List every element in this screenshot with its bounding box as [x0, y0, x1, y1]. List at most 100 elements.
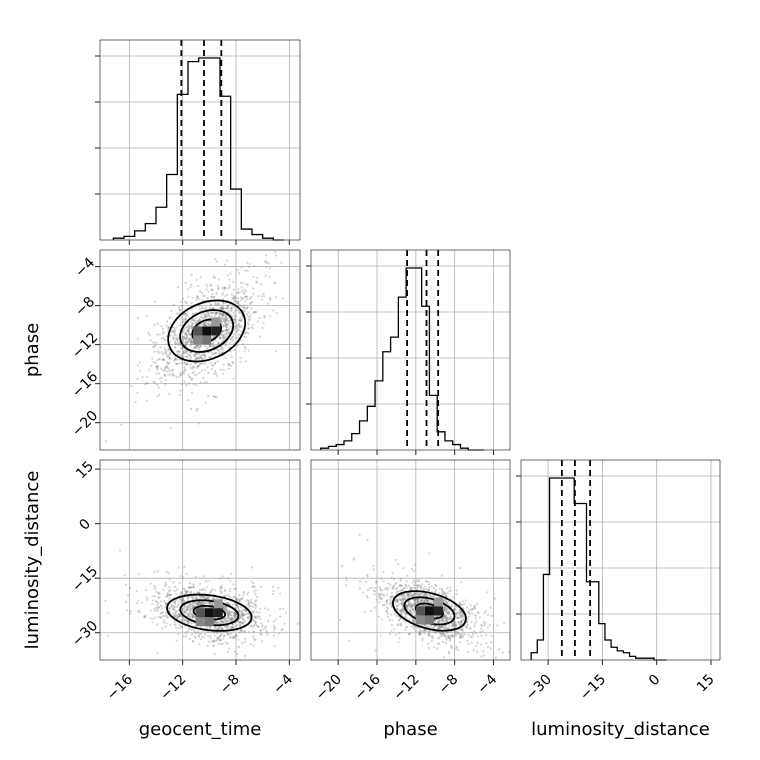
scatter-point — [225, 324, 228, 327]
scatter-point — [403, 597, 406, 600]
scatter-point — [483, 612, 486, 615]
scatter-point — [392, 577, 396, 581]
scatter-point — [195, 603, 198, 606]
scatter-point — [416, 599, 419, 602]
scatter-point — [426, 630, 430, 633]
scatter-point — [124, 583, 127, 586]
scatter-point — [260, 585, 263, 588]
scatter-point — [415, 593, 418, 596]
scatter-point — [426, 600, 429, 603]
scatter-point — [170, 426, 173, 429]
scatter-point — [222, 334, 225, 337]
scatter-point — [224, 590, 227, 593]
scatter-point — [196, 344, 199, 347]
scatter-point — [432, 587, 436, 590]
scatter-point — [203, 633, 207, 636]
scatter-point — [163, 584, 167, 588]
scatter-point — [205, 288, 208, 291]
scatter-point — [200, 356, 203, 359]
scatter-point — [251, 611, 254, 614]
scatter-point — [179, 389, 183, 392]
scatter-point — [186, 341, 190, 344]
scatter-point — [186, 622, 190, 625]
scatter-point — [181, 346, 184, 349]
scatter-point — [177, 612, 181, 615]
scatter-point — [461, 612, 464, 616]
scatter-point — [140, 601, 143, 604]
scatter-point — [213, 362, 216, 365]
scatter-point — [169, 322, 172, 326]
scatter-point — [172, 612, 175, 616]
scatter-point — [153, 588, 156, 591]
scatter-point — [226, 601, 229, 604]
scatter-point — [187, 627, 190, 630]
scatter-point — [165, 360, 168, 363]
scatter-point — [458, 603, 461, 607]
x-axis-label-geocent_time: geocent_time — [139, 719, 262, 740]
scatter-point — [191, 318, 194, 321]
scatter-point — [378, 586, 382, 589]
scatter-point — [242, 618, 245, 621]
scatter-point — [251, 327, 254, 330]
scatter-point — [243, 346, 246, 349]
scatter-point — [183, 605, 186, 608]
x-tick-label: −16 — [352, 671, 384, 703]
scatter-point — [380, 618, 384, 621]
scatter-point — [384, 588, 387, 591]
scatter-point — [240, 629, 243, 632]
scatter-point — [187, 328, 190, 331]
scatter-point — [449, 616, 452, 619]
scatter-point — [208, 603, 211, 606]
x-tick-label: −30 — [523, 672, 555, 704]
scatter-point — [455, 645, 458, 649]
scatter-point — [472, 605, 476, 608]
scatter-point — [212, 335, 215, 338]
scatter-point — [226, 632, 229, 635]
scatter-point — [407, 584, 410, 587]
scatter-point — [305, 597, 307, 599]
scatter-point — [181, 353, 184, 356]
scatter-point — [404, 628, 407, 632]
scatter-point — [229, 325, 232, 328]
scatter-point — [161, 608, 164, 611]
scatter-point — [222, 305, 225, 309]
scatter-point — [207, 312, 211, 315]
scatter-point — [416, 598, 420, 601]
scatter-point — [189, 338, 192, 342]
scatter-point — [260, 283, 263, 286]
scatter-point — [233, 611, 237, 614]
scatter-point — [212, 311, 215, 314]
scatter-point — [460, 611, 463, 614]
scatter-point — [243, 303, 246, 307]
scatter-point — [456, 613, 459, 617]
scatter-point — [196, 356, 199, 360]
scatter-point — [169, 589, 172, 592]
scatter-point — [218, 315, 221, 318]
scatter-point — [255, 280, 258, 283]
scatter-point — [234, 587, 237, 590]
scatter-point — [186, 613, 189, 616]
scatter-point — [190, 341, 193, 344]
panel-frame — [520, 459, 721, 661]
scatter-point — [215, 621, 218, 624]
scatter-point — [454, 620, 457, 623]
scatter-point — [440, 618, 444, 621]
scatter-point — [156, 368, 159, 371]
scatter-point — [178, 342, 182, 346]
scatter-point — [178, 393, 181, 397]
scatter-point — [263, 316, 266, 319]
scatter-point — [171, 604, 174, 607]
scatter-point — [389, 597, 392, 601]
scatter-point — [223, 287, 226, 290]
scatter-point — [184, 312, 187, 315]
scatter-point — [153, 607, 156, 611]
scatter-point — [459, 612, 462, 615]
scatter-point — [462, 600, 465, 603]
scatter-point — [175, 362, 179, 366]
scatter-point — [441, 619, 445, 623]
scatter-point — [186, 329, 189, 333]
scatter-point — [198, 317, 202, 321]
scatter-point — [196, 356, 199, 359]
scatter-point — [432, 646, 436, 649]
scatter-point — [201, 307, 204, 310]
